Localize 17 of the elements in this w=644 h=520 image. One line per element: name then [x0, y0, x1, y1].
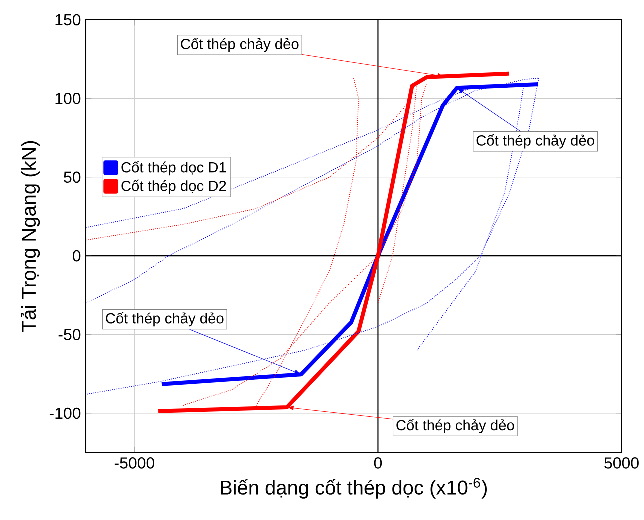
y-tick-label: -50	[58, 329, 81, 341]
x-tick-label: 0	[374, 458, 382, 469]
annotation: Cốt thép chảy dẻo	[396, 419, 514, 434]
x-tick-label: -5000	[114, 458, 155, 469]
y-axis-title: Tải Trọng Ngang (kN)	[21, 141, 40, 332]
annotation: Cốt thép chảy dẻo	[476, 134, 594, 149]
y-tick-label: 100	[56, 93, 81, 104]
annotation: Cốt thép chảy dẻo	[106, 312, 224, 327]
y-tick-label: -100	[50, 408, 81, 420]
y-tick-label: 150	[56, 14, 81, 26]
x-axis-title: Biến dạng cốt thép dọc (x10$^{-6}$)	[221, 478, 487, 499]
annotation: Cốt thép chảy dẻo	[181, 38, 299, 52]
legend-label: Cốt thép dọc D1	[122, 161, 226, 176]
y-tick-label: 50	[64, 172, 81, 184]
y-tick-label: 0	[73, 250, 81, 262]
x-tick-label: 5000	[604, 458, 639, 469]
legend-label: Cốt thép dọc D2	[122, 180, 226, 194]
